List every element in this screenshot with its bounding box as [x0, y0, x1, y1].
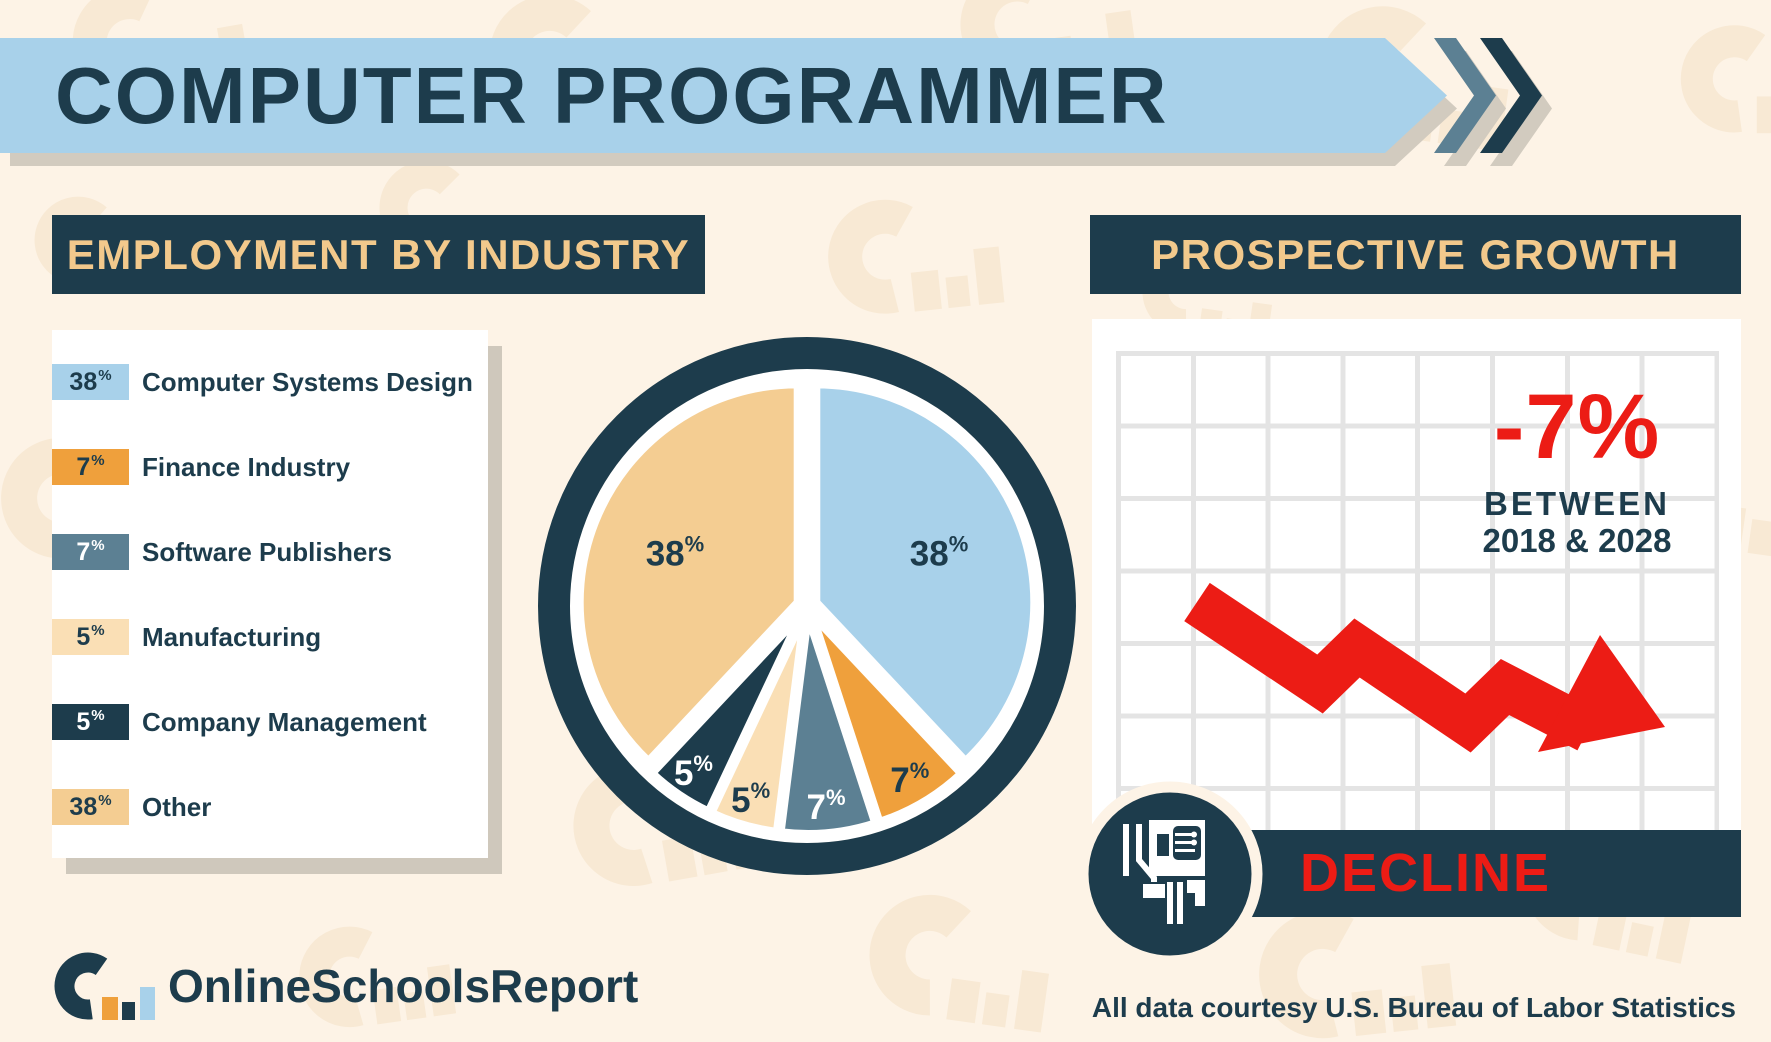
growth-card: -7% BETWEEN 2018 & 2028	[1092, 319, 1741, 863]
legend-swatch: 5%	[52, 704, 129, 740]
pie-slice	[812, 380, 1039, 766]
legend-list: 38% Computer Systems Design 7% Finance Indu…	[52, 330, 488, 825]
legend-swatch: 38%	[52, 364, 129, 400]
legend-swatch: 38%	[52, 789, 129, 825]
decline-arrow	[1184, 582, 1665, 753]
pie-slice	[808, 610, 966, 826]
pie-slice-value: 5%	[674, 751, 713, 793]
pie-slice-value: 5%	[731, 777, 770, 819]
legend-swatch: 7%	[52, 534, 129, 570]
banner-shape	[0, 38, 1447, 153]
legend-item: 38% Computer Systems Design	[52, 364, 488, 400]
brand-logo	[54, 952, 155, 1020]
legend-label: Finance Industry	[142, 451, 351, 482]
growth-period-line1: BETWEEN	[1484, 484, 1670, 522]
growth-period-line2: 2018 & 2028	[1482, 521, 1672, 559]
chevron-icon	[1434, 38, 1496, 153]
legend-item: 7% Software Publishers	[52, 534, 488, 570]
growth-value: -7%	[1493, 376, 1661, 478]
legend-label: Company Management	[142, 706, 427, 737]
legend-item: 7% Finance Industry	[52, 449, 488, 485]
growth-stats: -7% BETWEEN 2018 & 2028	[1422, 379, 1732, 560]
legend-label: Manufacturing	[142, 621, 322, 652]
decline-badge: DECLINE	[1190, 830, 1741, 917]
employment-heading: EMPLOYMENT BY INDUSTRY	[52, 215, 705, 294]
page-title: COMPUTER PROGRAMMER	[55, 51, 1169, 140]
legend-swatch: 7%	[52, 449, 129, 485]
legend-card: 38% Computer Systems Design 7% Finance Indu…	[52, 330, 488, 858]
pie-outer-ring	[538, 337, 1076, 875]
brand-name: OnlineSchoolsReport	[168, 960, 639, 1012]
circuit-board-icon	[1077, 781, 1263, 967]
background-logo-mark	[841, 205, 1004, 318]
legend-label: Software Publishers	[142, 536, 392, 567]
pie-slice-value: 38%	[910, 531, 969, 573]
chevron-icon	[1480, 38, 1542, 153]
pie-slice-value: 7%	[890, 757, 929, 799]
employment-pie-chart: 38% 7% 7% 5% 5% 38%	[538, 337, 1076, 875]
legend-label: Other	[142, 791, 212, 822]
decline-label: DECLINE	[1300, 843, 1552, 903]
pie-slice-value: 38%	[646, 531, 705, 573]
legend-item: 5% Company Management	[52, 704, 488, 740]
pie-slice-value: 7%	[806, 785, 845, 827]
legend-item: 38% Other	[52, 789, 488, 825]
legend-label: Computer Systems Design	[142, 366, 473, 397]
source-note: All data courtesy U.S. Bureau of Labor S…	[1091, 992, 1736, 1023]
pie-slice	[648, 610, 806, 816]
growth-heading: PROSPECTIVE GROWTH	[1090, 215, 1741, 294]
title-banner	[0, 38, 1552, 166]
legend-item: 5% Manufacturing	[52, 619, 488, 655]
legend-swatch: 5%	[52, 619, 129, 655]
pie-slice	[575, 380, 802, 766]
